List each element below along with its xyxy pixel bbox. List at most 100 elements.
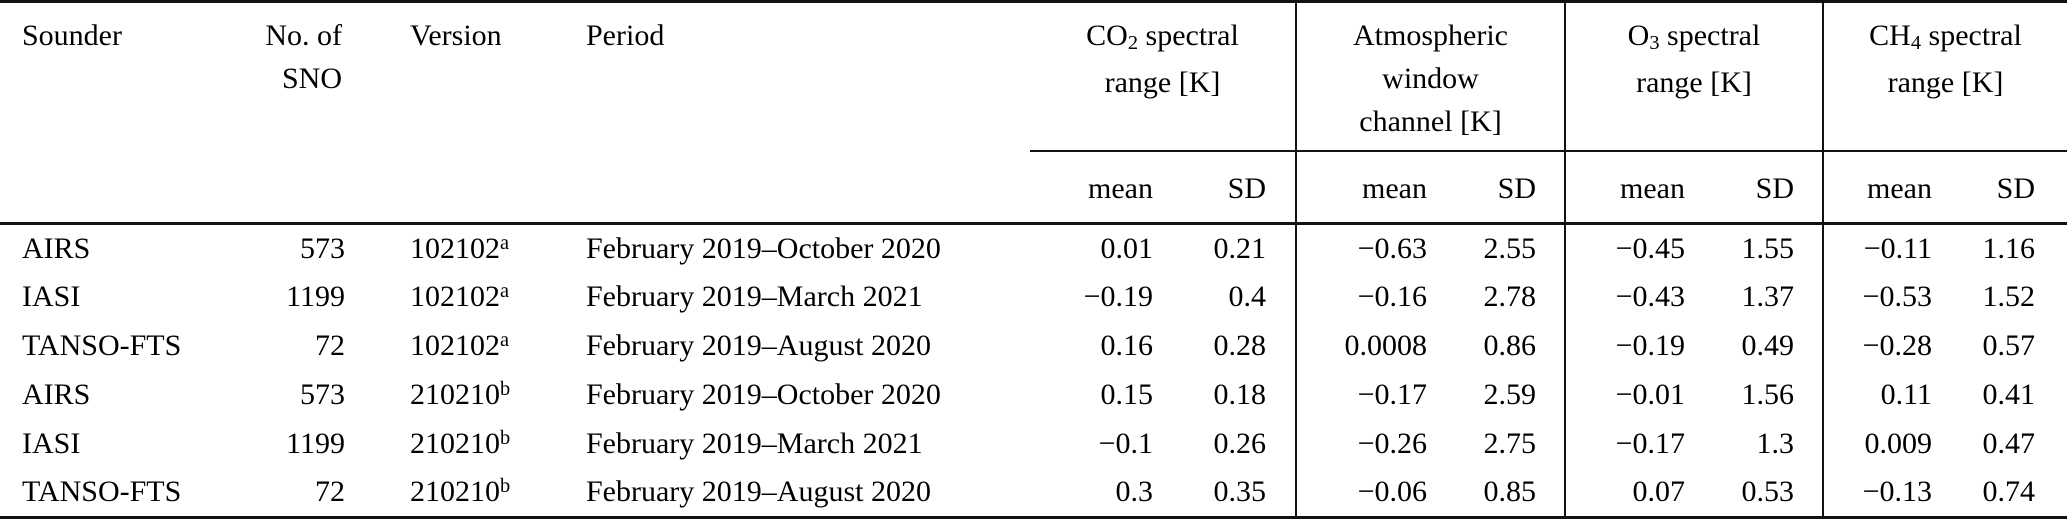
co2-formula-base: CO [1086,19,1128,52]
header-row-main: Sounder No. of SNO Version Period CO2 sp… [0,1,2067,151]
cell-window-sd: 2.55 [1435,222,1566,273]
group-header-o3-text: O3 spectral range [K] [1596,14,1792,104]
cell-o3-mean: −0.17 [1615,427,1685,460]
cell-ch4-mean: 0.009 [1864,427,1933,460]
footnote-marker: b [500,475,511,498]
cell-co2-sd: 0.35 [1160,468,1297,518]
cell-window-mean: −0.17 [1357,378,1427,411]
cell-window-mean: 0.0008 [1344,329,1428,362]
ch4-formula-subscript: 4 [1910,31,1922,54]
cell-ch4-sd: 1.52 [1982,280,2036,313]
table-row-iasi-210210: IASI 1199 210210b February 2019–March 20… [0,419,2067,469]
cell-window-sd: 0.85 [1435,468,1566,518]
subheader-window-mean: mean [1296,149,1435,224]
cell-ch4-mean: −0.53 [1862,280,1932,313]
cell-sounder: IASI [22,427,81,460]
version-number: 102102 [410,231,500,265]
cell-version: 210210b [350,420,580,469]
cell-ch4-mean: 0.11 [1880,378,1932,411]
header-row-sub: mean SD mean SD mean SD mean SD [0,149,2067,224]
cell-co2-sd: 0.4 [1160,272,1297,322]
cell-window-sd: 2.75 [1435,419,1566,469]
group-header-o3-spectral-range: O3 spectral range [K] [1565,1,1824,151]
cell-co2-mean: 0.16 [1100,329,1154,362]
cell-co2-sd: 0.21 [1160,222,1297,273]
table-row-tanso-102102: TANSO-FTS 72 102102a February 2019–Augus… [0,321,2067,371]
cell-sno-count: 72 [315,329,345,362]
footnote-marker: a [500,328,510,351]
table-row-tanso-210210: TANSO-FTS 72 210210b February 2019–Augus… [0,468,2067,518]
col-header-sounder: Sounder [22,19,122,52]
cell-ch4-sd: 0.74 [1982,475,2036,509]
cell-co2-sd: 0.18 [1160,370,1297,420]
cell-version: 102102a [350,322,580,371]
group-header-ch4-text: CH4 spectral range [K] [1842,14,2050,104]
footnote-marker: a [500,231,510,254]
co2-header-rest: spectral range [K] [1104,19,1239,99]
cell-version: 102102a [350,273,580,322]
cell-version: 102102a [350,222,580,273]
cell-ch4-sd: 0.41 [1982,378,2036,411]
group-header-atmospheric-window: Atmospheric window channel [K] [1296,1,1566,151]
cell-ch4-sd: 0.47 [1982,427,2036,460]
footnote-marker: b [500,426,511,449]
ch4-formula-base: CH [1869,19,1911,52]
ch4-header-rest: spectral range [K] [1887,19,2022,99]
cell-sounder: AIRS [0,222,195,273]
o3-formula-base: O [1627,19,1650,52]
col-header-version: Version [410,19,502,52]
version-number: 210210 [410,427,500,460]
cell-sno-count: 1199 [286,280,345,313]
cell-o3-sd: 1.55 [1693,222,1824,273]
group-header-co2-spectral-range: CO2 spectral range [K] [1030,1,1297,151]
o3-formula-subscript: 3 [1649,31,1660,54]
cell-period: February 2019–October 2020 [586,378,941,411]
cell-version: 210210b [350,469,580,518]
cell-co2-mean: −0.19 [1083,280,1153,313]
cell-sno-count: 1199 [286,427,345,460]
cell-ch4-mean: −0.28 [1862,329,1932,362]
cell-window-sd: 0.86 [1435,321,1566,371]
cell-o3-mean: −0.43 [1615,280,1685,313]
cell-o3-sd: 0.53 [1693,468,1824,518]
cell-window-sd: 2.59 [1435,370,1566,420]
cell-window-sd: 2.78 [1435,272,1566,322]
cell-co2-sd: 0.26 [1160,419,1297,469]
cell-o3-mean: 0.07 [1632,475,1686,509]
version-number: 210210 [410,475,500,509]
cell-ch4-mean: −0.11 [1823,222,1940,273]
footnote-marker: b [500,377,511,400]
cell-co2-sd: 0.28 [1160,321,1297,371]
cell-o3-mean: −0.01 [1615,378,1685,411]
col-header-period: Period [586,19,665,52]
cell-period: February 2019–August 2020 [586,475,931,509]
group-header-co2-text: CO2 spectral range [K] [1057,14,1269,104]
cell-sno-count: 573 [195,222,350,273]
cell-o3-sd: 1.37 [1693,272,1824,322]
cell-o3-sd: 1.56 [1693,370,1824,420]
subheader-ch4-sd: SD [1940,149,2067,224]
o3-header-rest: spectral range [K] [1636,19,1761,99]
cell-ch4-sd: 1.16 [1940,222,2067,273]
cell-period: February 2019–March 2021 [586,280,923,313]
version-number: 102102 [410,329,500,362]
cell-sounder: TANSO-FTS [22,475,182,509]
subheader-co2-mean: mean [1030,149,1160,224]
group-header-atm-text: Atmospheric window channel [K] [1342,14,1520,147]
subheader-window-sd: SD [1435,149,1566,224]
table-row-airs-210210: AIRS 573 210210b February 2019–October 2… [0,370,2067,420]
cell-window-mean: −0.26 [1357,427,1427,460]
group-header-ch4-spectral-range: CH4 spectral range [K] [1823,2,2067,151]
subheader-co2-sd: SD [1160,149,1297,224]
cell-co2-mean: 0.01 [1030,222,1160,273]
footnote-marker: a [500,279,510,302]
subheader-o3-mean: mean [1565,149,1693,224]
version-number: 102102 [410,280,500,313]
cell-o3-sd: 1.3 [1693,419,1824,469]
cell-window-mean: −0.16 [1357,280,1427,313]
cell-sno-count: 72 [315,475,345,509]
cell-o3-mean: −0.19 [1615,329,1685,362]
cell-o3-sd: 0.49 [1693,321,1824,371]
cell-window-mean: −0.63 [1296,222,1435,273]
